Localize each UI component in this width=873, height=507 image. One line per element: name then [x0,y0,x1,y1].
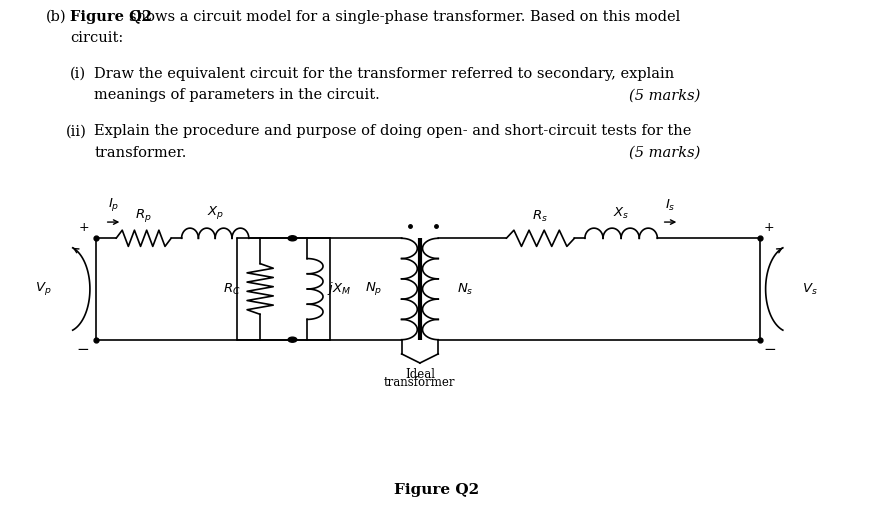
Text: (5 marks): (5 marks) [629,88,700,102]
Text: $R_s$: $R_s$ [533,209,548,224]
Text: $N_p$: $N_p$ [365,280,382,298]
Text: $I_s$: $I_s$ [665,198,676,213]
Text: circuit:: circuit: [70,31,123,46]
Text: +: + [79,221,89,234]
Text: $I_p$: $I_p$ [107,196,120,213]
Text: (i): (i) [70,67,86,81]
Text: transformer: transformer [384,376,456,389]
Text: $R_C$: $R_C$ [223,281,241,297]
Text: $N_s$: $N_s$ [457,281,474,297]
Text: (b): (b) [45,10,66,24]
Text: $jX_M$: $jX_M$ [327,280,350,298]
Circle shape [288,337,297,342]
Text: (5 marks): (5 marks) [629,146,700,160]
Text: shows a circuit model for a single-phase transformer. Based on this model: shows a circuit model for a single-phase… [129,10,680,24]
Text: Figure Q2: Figure Q2 [70,10,152,24]
Text: Figure Q2: Figure Q2 [394,483,479,497]
Text: −: − [764,342,777,357]
Text: Ideal: Ideal [405,368,435,381]
Text: +: + [764,221,774,234]
Text: −: − [76,342,89,357]
Text: $V_p$: $V_p$ [36,280,52,298]
Text: Draw the equivalent circuit for the transformer referred to secondary, explain: Draw the equivalent circuit for the tran… [94,67,675,81]
Text: $V_s$: $V_s$ [802,281,818,297]
Text: $X_s$: $X_s$ [613,206,629,221]
Text: Explain the procedure and purpose of doing open- and short-circuit tests for the: Explain the procedure and purpose of doi… [94,124,691,138]
Text: $R_p$: $R_p$ [135,207,152,224]
Text: meanings of parameters in the circuit.: meanings of parameters in the circuit. [94,88,380,102]
Text: transformer.: transformer. [94,146,187,160]
Text: (ii): (ii) [65,124,86,138]
Circle shape [288,236,297,241]
Text: $X_p$: $X_p$ [207,204,223,221]
